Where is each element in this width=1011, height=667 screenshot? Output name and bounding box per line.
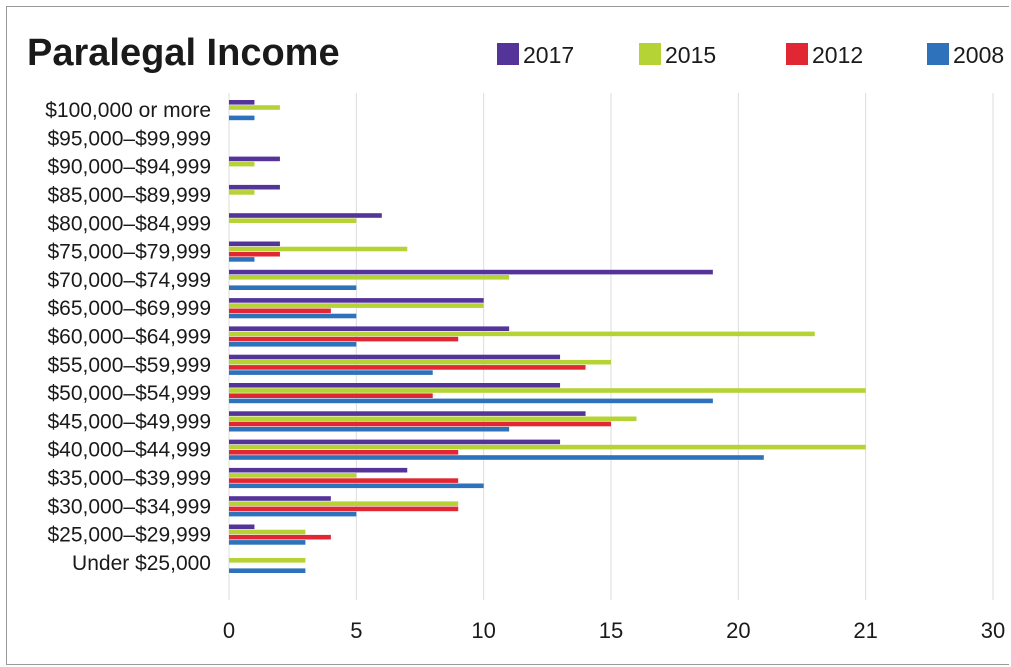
legend: 2017 2015 2012 2008 xyxy=(497,42,1004,68)
bar-2012-9 xyxy=(229,365,586,370)
bar-2017-15 xyxy=(229,524,255,530)
bar-2017-2 xyxy=(229,156,280,162)
bar-2015-13 xyxy=(229,473,357,478)
bar-2015-2 xyxy=(229,161,255,167)
bar-2008-9 xyxy=(229,370,433,375)
x-tick-label: 20 xyxy=(726,618,750,643)
bar-2012-15 xyxy=(229,534,331,540)
bar-2012-12 xyxy=(229,450,459,455)
category-label: $100,000 or more xyxy=(45,99,211,122)
x-tick-label: 30 xyxy=(981,618,1005,643)
bar-2008-10 xyxy=(229,398,713,404)
category-label: $40,000–$44,999 xyxy=(48,439,212,462)
bar-2015-11 xyxy=(229,416,637,422)
bar-2008-15 xyxy=(229,540,306,545)
grid-lines xyxy=(228,93,994,600)
bar-2017-4 xyxy=(229,213,382,218)
chart-title: Paralegal Income xyxy=(27,32,340,74)
category-label: $75,000–$79,999 xyxy=(48,241,212,264)
category-label: $30,000–$34,999 xyxy=(48,495,212,518)
bar-2008-8 xyxy=(229,342,357,347)
bar-2015-15 xyxy=(229,529,306,535)
category-label: $85,000–$89,999 xyxy=(48,184,212,207)
bar-2012-11 xyxy=(229,421,611,427)
chart-canvas: $100,000 or more $95,000–$99,999 $90,000–$… xyxy=(27,32,1005,643)
bar-2008-14 xyxy=(229,511,357,517)
bar-2017-10 xyxy=(229,383,561,388)
bar-2015-4 xyxy=(229,218,357,223)
category-label: $50,000–$54,999 xyxy=(48,382,212,405)
bar-2012-7 xyxy=(229,308,331,314)
bar-2008-5 xyxy=(229,257,255,262)
x-tick-label: 10 xyxy=(471,618,495,643)
bar-2008-6 xyxy=(229,285,357,290)
category-label: $70,000–$74,999 xyxy=(48,269,212,292)
category-label: Under $25,000 xyxy=(72,552,211,575)
bars xyxy=(229,100,866,573)
bar-2015-14 xyxy=(229,501,459,506)
bar-2015-12 xyxy=(229,444,866,450)
legend-swatch-2012 xyxy=(786,43,808,65)
bar-2008-7 xyxy=(229,313,357,319)
chart-frame: $100,000 or more $95,000–$99,999 $90,000–$… xyxy=(6,6,1009,665)
bar-2008-12 xyxy=(229,455,764,460)
bar-2008-13 xyxy=(229,483,484,489)
legend-swatch-2015 xyxy=(639,43,661,65)
bar-2012-5 xyxy=(229,251,280,257)
category-label: $55,000–$59,999 xyxy=(48,354,212,377)
bar-2015-3 xyxy=(229,190,255,195)
bar-2015-9 xyxy=(229,359,611,365)
bar-2017-6 xyxy=(229,269,713,275)
category-label: $25,000–$29,999 xyxy=(48,524,212,547)
bar-2015-7 xyxy=(229,303,484,308)
bar-2008-16 xyxy=(229,568,306,573)
bar-2017-5 xyxy=(229,241,280,247)
bar-2017-9 xyxy=(229,354,561,360)
bar-2008-11 xyxy=(229,426,510,432)
bar-2008-0 xyxy=(229,115,255,121)
legend-label-2017: 2017 xyxy=(523,42,574,68)
bar-2017-12 xyxy=(229,439,561,445)
bar-2015-5 xyxy=(229,246,408,252)
bar-2015-16 xyxy=(229,558,306,563)
bar-2017-11 xyxy=(229,411,586,416)
category-label: $90,000–$94,999 xyxy=(48,156,212,179)
legend-label-2015: 2015 xyxy=(665,42,716,68)
category-label: $95,000–$99,999 xyxy=(48,127,212,150)
x-tick-label: 0 xyxy=(223,618,235,643)
legend-label-2012: 2012 xyxy=(812,42,863,68)
bar-2015-8 xyxy=(229,331,815,337)
bar-2017-13 xyxy=(229,467,408,473)
x-tick-label: 21 xyxy=(853,618,877,643)
x-axis-ticks: 0 5 10 15 20 21 30 xyxy=(223,618,1005,643)
x-tick-label: 15 xyxy=(599,618,623,643)
bar-2012-10 xyxy=(229,393,433,398)
bar-2017-8 xyxy=(229,326,510,331)
bar-2012-13 xyxy=(229,478,459,483)
bar-2015-10 xyxy=(229,388,866,393)
legend-label-2008: 2008 xyxy=(953,42,1004,68)
category-label: $45,000–$49,999 xyxy=(48,410,212,433)
bar-2015-6 xyxy=(229,275,510,280)
category-label: $60,000–$64,999 xyxy=(48,326,212,349)
bar-2017-14 xyxy=(229,496,331,501)
category-label: $65,000–$69,999 xyxy=(48,297,212,320)
category-label: $80,000–$84,999 xyxy=(48,212,212,235)
bar-2017-7 xyxy=(229,298,484,303)
legend-swatch-2017 xyxy=(497,43,519,65)
bar-2017-3 xyxy=(229,184,280,190)
bar-2015-0 xyxy=(229,105,280,110)
category-labels: $100,000 or more $95,000–$99,999 $90,000–$… xyxy=(45,99,211,575)
bar-2017-0 xyxy=(229,100,255,105)
x-tick-label: 5 xyxy=(350,618,362,643)
legend-swatch-2008 xyxy=(927,43,949,65)
bar-2012-14 xyxy=(229,506,459,512)
bar-2012-8 xyxy=(229,336,459,342)
category-label: $35,000–$39,999 xyxy=(48,467,212,490)
